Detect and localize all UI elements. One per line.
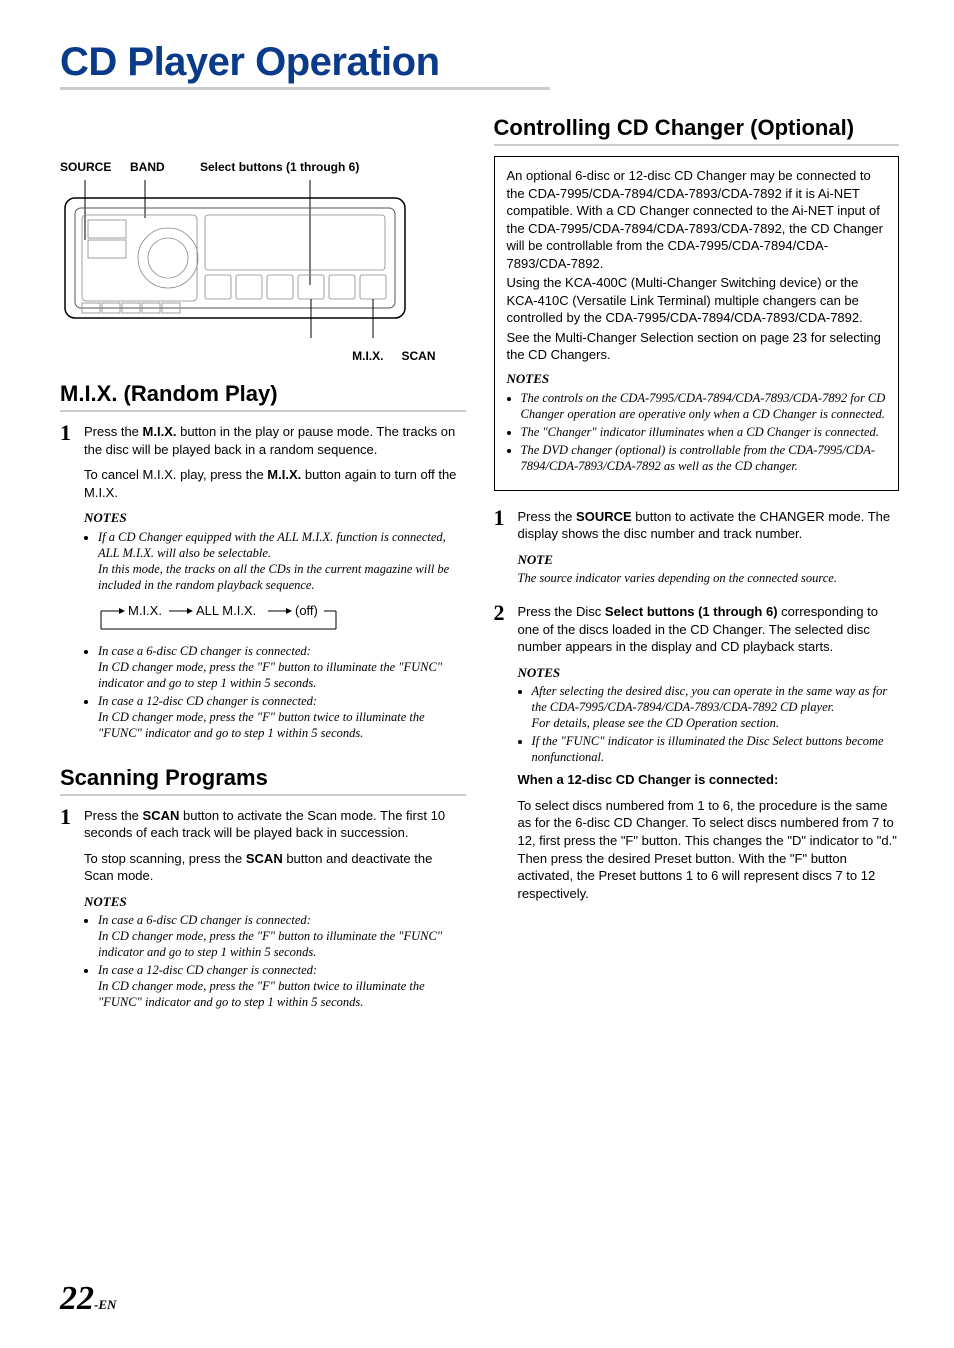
twelve-disc-subheading: When a 12-disc CD Changer is connected: — [518, 771, 900, 789]
note-item: After selecting the desired disc, you ca… — [532, 683, 900, 731]
mix-step1-p1: Press the M.I.X. button in the play or p… — [84, 423, 466, 458]
box-p1: An optional 6-disc or 12-disc CD Changer… — [507, 167, 887, 272]
box-p2: Using the KCA-400C (Multi-Changer Switch… — [507, 274, 887, 327]
note-item: In case a 6-disc CD changer is connected… — [98, 643, 466, 691]
diagram-label-select: Select buttons (1 through 6) — [200, 160, 466, 174]
note-item: If the "FUNC" indicator is illuminated t… — [532, 733, 900, 765]
mix-notes-1: If a CD Changer equipped with the ALL M.… — [84, 529, 466, 593]
changer-step-1: 1 Press the SOURCE button to activate th… — [494, 507, 900, 595]
notes-heading: NOTES — [84, 893, 466, 911]
note-item: If a CD Changer equipped with the ALL M.… — [98, 529, 466, 593]
bold-text: M.I.X. — [267, 467, 301, 482]
changer-step1-note: The source indicator varies depending on… — [518, 570, 900, 586]
head-unit-diagram: SOURCE BAND Select buttons (1 through 6) — [60, 160, 466, 363]
step-body: Press the SCAN button to activate the Sc… — [84, 806, 466, 1017]
diagram-top-labels: SOURCE BAND Select buttons (1 through 6) — [60, 160, 466, 174]
mix-notes-2: In case a 6-disc CD changer is connected… — [84, 643, 466, 741]
step-number: 1 — [60, 806, 84, 1017]
page: CD Player Operation SOURCE BAND Select b… — [0, 0, 954, 1348]
note-item: The "Changer" indicator illuminates when… — [521, 424, 887, 440]
note-item: In case a 6-disc CD changer is connected… — [98, 912, 466, 960]
page-number-value: 22 — [60, 1280, 94, 1317]
svg-text:M.I.X.: M.I.X. — [128, 603, 162, 618]
text: To stop scanning, press the — [84, 851, 246, 866]
mix-cycle-diagram: M.I.X. ALL M.I.X. (off) — [96, 599, 356, 635]
scan-step1-p1: Press the SCAN button to activate the Sc… — [84, 807, 466, 842]
changer-step-2: 2 Press the Disc Select buttons (1 throu… — [494, 602, 900, 910]
text: Press the Disc — [518, 604, 605, 619]
two-column-layout: SOURCE BAND Select buttons (1 through 6) — [60, 115, 899, 1020]
left-column: SOURCE BAND Select buttons (1 through 6) — [60, 115, 466, 1020]
page-number: 22-EN — [60, 1280, 116, 1318]
text: To cancel M.I.X. play, press the — [84, 467, 267, 482]
step-body: Press the M.I.X. button in the play or p… — [84, 422, 466, 747]
notes-heading: NOTES — [84, 509, 466, 527]
scan-heading: Scanning Programs — [60, 765, 466, 796]
step-body: Press the SOURCE button to activate the … — [518, 507, 900, 595]
diagram-bottom-labels: M.I.X. SCAN — [60, 349, 466, 363]
page-number-suffix: -EN — [94, 1297, 116, 1312]
bold-text: SCAN — [246, 851, 283, 866]
scan-notes: In case a 6-disc CD changer is connected… — [84, 912, 466, 1010]
mix-heading: M.I.X. (Random Play) — [60, 381, 466, 412]
note-item: The controls on the CDA-7995/CDA-7894/CD… — [521, 390, 887, 422]
scan-step-1: 1 Press the SCAN button to activate the … — [60, 806, 466, 1017]
note-item: The DVD changer (optional) is controllab… — [521, 442, 887, 474]
step-number: 1 — [494, 507, 518, 595]
bold-text: Select buttons (1 through 6) — [605, 604, 778, 619]
diagram-label-scan: SCAN — [401, 349, 435, 363]
changer-info-box: An optional 6-disc or 12-disc CD Changer… — [494, 156, 900, 491]
twelve-disc-para: To select discs numbered from 1 to 6, th… — [518, 797, 900, 902]
changer-heading: Controlling CD Changer (Optional) — [494, 115, 900, 146]
changer-step1-p: Press the SOURCE button to activate the … — [518, 508, 900, 543]
scan-step1-p2: To stop scanning, press the SCAN button … — [84, 850, 466, 885]
bold-text: M.I.X. — [143, 424, 177, 439]
notes-heading: NOTES — [518, 664, 900, 682]
right-column: Controlling CD Changer (Optional) An opt… — [494, 115, 900, 1020]
page-title: CD Player Operation — [60, 40, 550, 90]
diagram-label-mix: M.I.X. — [352, 349, 383, 363]
svg-text:(off): (off) — [295, 603, 318, 618]
step-number: 2 — [494, 602, 518, 910]
text: Press the — [84, 808, 143, 823]
diagram-label-band: BAND — [130, 160, 200, 174]
text: Press the — [84, 424, 143, 439]
changer-step2-notes: After selecting the desired disc, you ca… — [518, 683, 900, 765]
step-body: Press the Disc Select buttons (1 through… — [518, 602, 900, 910]
mix-step1-p2: To cancel M.I.X. play, press the M.I.X. … — [84, 466, 466, 501]
step-number: 1 — [60, 422, 84, 747]
note-item: In case a 12-disc CD changer is connecte… — [98, 962, 466, 1010]
note-heading: NOTE — [518, 551, 900, 569]
box-p3: See the Multi-Changer Selection section … — [507, 329, 887, 364]
text: Press the — [518, 509, 577, 524]
head-unit-svg — [60, 180, 410, 340]
bold-text: SOURCE — [576, 509, 632, 524]
changer-step2-p: Press the Disc Select buttons (1 through… — [518, 603, 900, 656]
note-item: In case a 12-disc CD changer is connecte… — [98, 693, 466, 741]
notes-heading: NOTES — [507, 370, 887, 388]
diagram-label-source: SOURCE — [60, 160, 130, 174]
svg-text:ALL M.I.X.: ALL M.I.X. — [196, 603, 256, 618]
bold-text: SCAN — [143, 808, 180, 823]
mix-step-1: 1 Press the M.I.X. button in the play or… — [60, 422, 466, 747]
box-notes: The controls on the CDA-7995/CDA-7894/CD… — [507, 390, 887, 474]
